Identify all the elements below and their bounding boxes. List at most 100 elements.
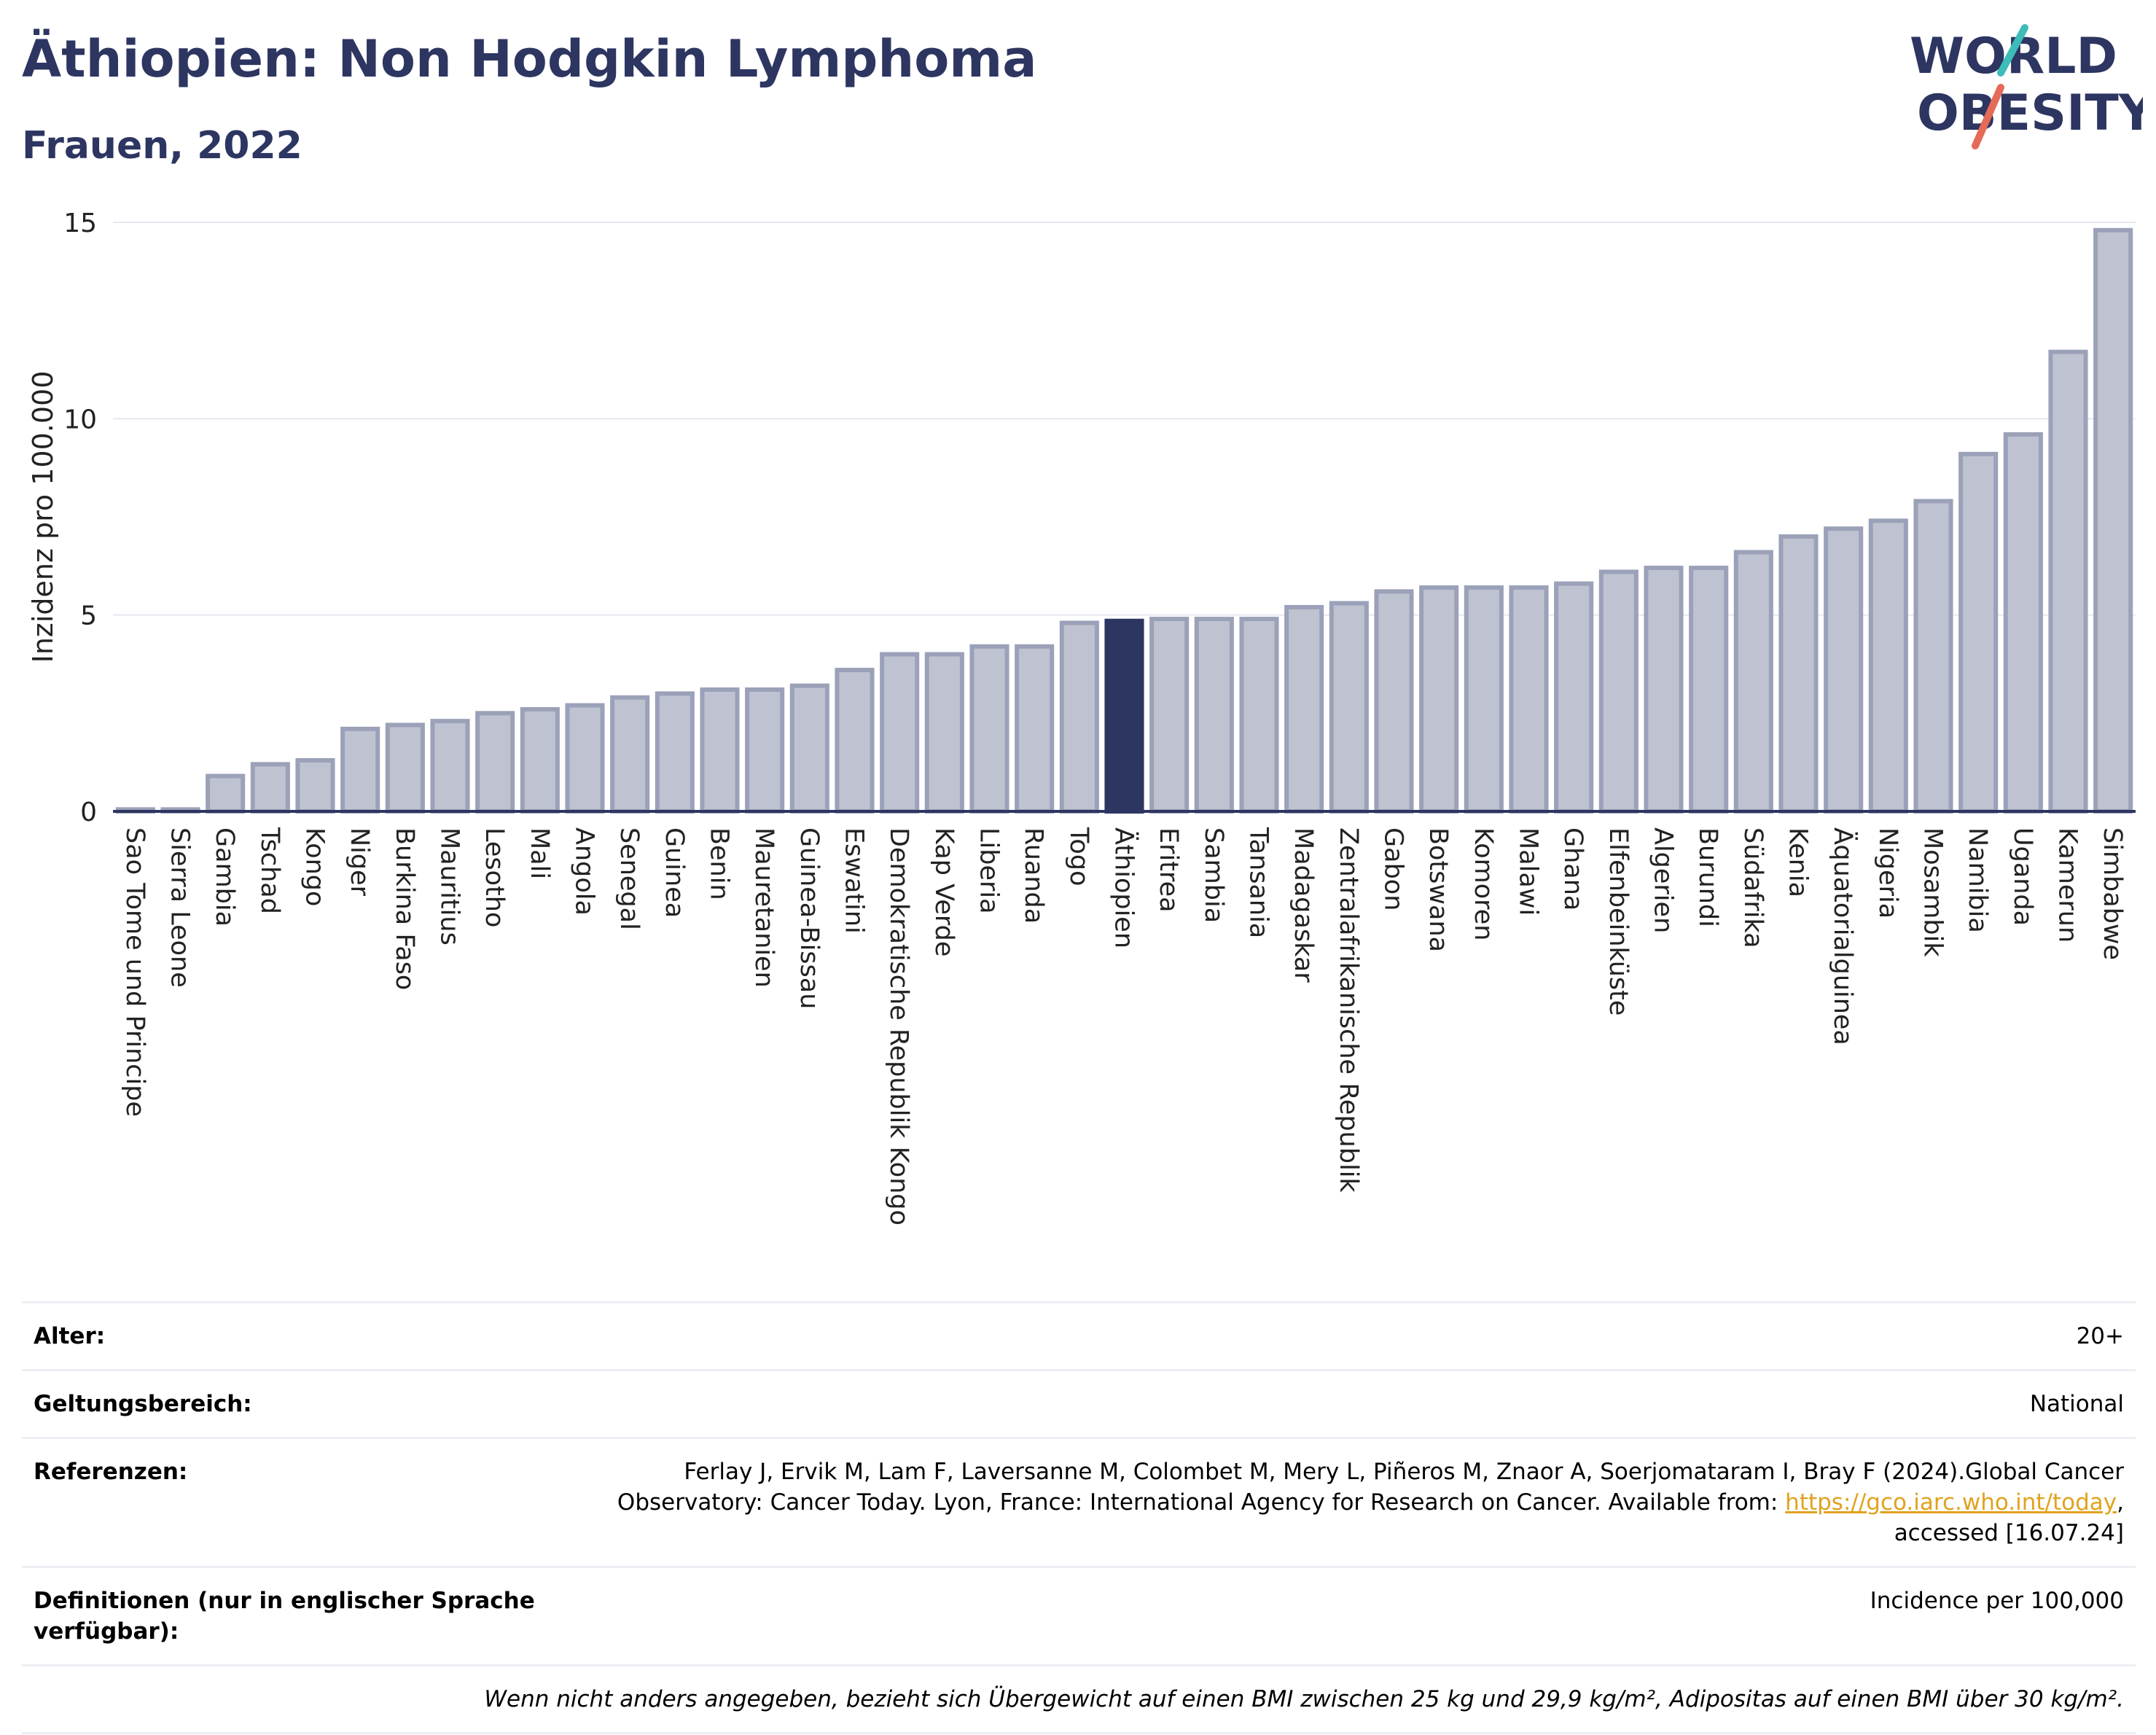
scope-label: Geltungsbereich: [34,1391,252,1417]
bmi-note: Wenn nicht anders angegeben, bezieht sic… [484,1686,2124,1712]
x-tick-label: Algerien [1649,827,1678,933]
x-tick-label: Ghana [1558,827,1587,911]
x-tick-label: Eritrea [1154,827,1183,913]
bar [2048,349,2088,814]
x-tick-label: Mauretanien [749,827,778,988]
x-tick-label: Liberia [975,827,1004,914]
references-label: Referenzen: [34,1459,188,1485]
bar [1689,566,1729,814]
x-tick-label: Burkina Faso [390,827,419,990]
x-tick-label: Guinea-Bissau [794,827,824,1009]
bar [1913,499,1953,814]
y-tick-label: 15 [63,208,97,238]
x-tick-label: Südafrika [1738,827,1768,948]
x-tick-label: Mauritius [435,827,464,946]
x-tick-label: Nigeria [1873,827,1902,919]
bar [1868,518,1908,814]
x-tick-label: Komoren [1469,827,1498,940]
x-tick-label: Elfenbeinküste [1604,827,1633,1015]
world-obesity-logo: WORLD OBESITY [1910,24,2143,149]
x-tick-label: Sao Tome und Principe [120,827,149,1117]
x-tick-label: Kap Verde [929,827,958,956]
bar [1598,569,1639,814]
y-tick-label: 10 [63,405,97,434]
bar [1059,620,1099,814]
bar [1239,617,1279,814]
x-tick-label: Kamerun [2053,827,2082,943]
bar [1958,451,1999,814]
y-axis-label: Inzidenz pro 100.000 [27,371,59,663]
age-label: Alter: [34,1323,106,1349]
bar [1329,601,1369,814]
bar [475,711,515,814]
bar [2003,432,2043,814]
scope-value: National [2029,1391,2124,1417]
chart-title: Äthiopien: Non Hodgkin Lymphoma [22,29,1037,89]
bar [1733,550,1773,814]
x-tick-label: Benin [705,827,734,900]
bar [969,644,1009,814]
x-tick-label: Tansania [1244,827,1273,938]
y-tick-label: 5 [80,601,97,631]
bar [835,668,875,814]
chart-subtitle: Frauen, 2022 [22,124,302,168]
bar [924,652,964,814]
x-tick-label: Namibia [1963,827,1992,933]
x-tick-label: Sierra Leone [165,827,195,988]
definitions-value: Incidence per 100,000 [1870,1588,2124,1614]
bar [1419,585,1459,814]
x-tick-label: Lesotho [480,827,509,927]
bar [1104,618,1144,814]
bar [1194,617,1234,814]
references-link[interactable]: https://gco.iarc.who.int/today [1785,1489,2117,1516]
bar [250,762,290,814]
references-text: Ferlay J, Ervik M, Lam F, Laversanne M, … [617,1459,2124,1516]
x-tick-label: Mosambik [1918,827,1948,957]
bar [385,722,425,814]
bar [880,652,920,814]
x-tick-label: Guinea [660,827,689,918]
x-tick-label: Eswatini [840,827,869,934]
x-tick-label: Malawi [1514,827,1543,916]
x-tick-label: Botswana [1423,827,1453,952]
bar [1644,566,1684,814]
x-tick-label: Burundi [1693,827,1722,927]
bar [1284,604,1324,814]
references-value: Ferlay J, Ervik M, Lam F, Laversanne M, … [579,1457,2124,1548]
x-tick-label: Sambia [1199,827,1228,923]
x-tick-label: Äquatorialguinea [1828,827,1859,1045]
x-tick-label: Kenia [1784,827,1813,897]
x-tick-label: Togo [1064,827,1093,886]
x-tick-label: Senegal [614,827,644,930]
x-tick-label: Madagaskar [1289,827,1318,983]
x-tick-label: Uganda [2008,827,2037,926]
bar [610,695,650,814]
x-tick-label: Tschad [255,827,284,914]
bar [745,687,785,814]
bar-chart: 0 5 10 15 Inzidenz pro 100.000 Sao Tome und P… [27,208,2136,1225]
bar [565,703,605,814]
info-row-definitions: Definitionen (nur in englischer Sprache … [22,1566,2136,1664]
bar [430,719,470,814]
bar [789,683,829,814]
bar [2093,227,2133,814]
bar [295,757,335,814]
bar [1374,589,1414,814]
x-tick-label: Gambia [210,827,239,927]
info-row-note: Wenn nicht anders angegeben, bezieht sic… [22,1664,2136,1734]
x-tick-label: Mali [525,827,554,879]
age-value: 20+ [2076,1323,2124,1349]
x-tick-label: Kongo [300,827,329,906]
x-tick-label: Angola [570,827,599,916]
definitions-label: Definitionen (nur in englischer Sprache … [34,1588,535,1645]
bar [700,687,740,814]
bar [1015,644,1055,814]
x-tick-label: Ruanda [1019,827,1048,924]
x-tick-label: Demokratische Republik Kongo [884,827,913,1225]
bar [1824,526,1864,814]
x-tick-label: Niger [345,827,374,897]
bar [1778,534,1819,814]
bar [520,706,560,814]
bar [1464,585,1504,814]
bar [1509,585,1549,814]
